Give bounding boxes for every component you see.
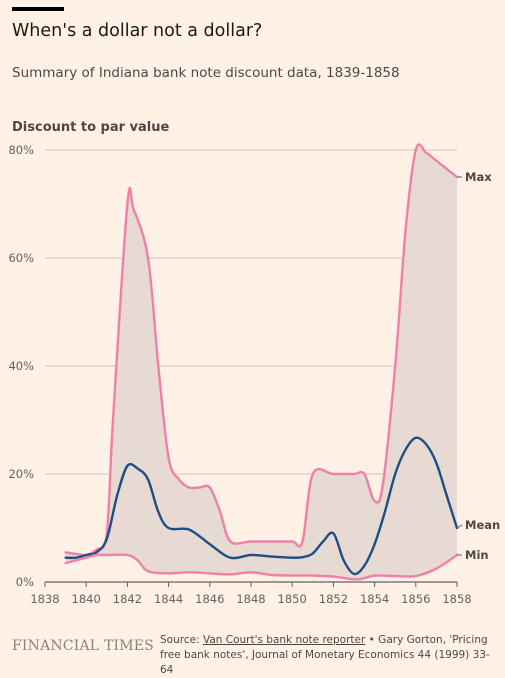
x-tick-label: 1846 xyxy=(195,592,224,606)
x-tick-label: 1844 xyxy=(154,592,183,606)
series-label-max: Max xyxy=(465,170,492,184)
series-label-mean: Mean xyxy=(465,518,500,532)
x-tick-label: 1838 xyxy=(30,592,59,606)
source-note: Source: Van Court's bank note reporter •… xyxy=(160,633,495,678)
x-tick-label: 1856 xyxy=(401,592,430,606)
series-line-max xyxy=(64,143,459,557)
series-labels: Max Mean Min xyxy=(456,170,500,562)
x-tick-label: 1850 xyxy=(278,592,307,606)
series-lines xyxy=(64,143,459,581)
source-prefix: Source: xyxy=(160,634,203,646)
x-tick-labels: 1838 1840 1842 1844 1846 1848 1850 1852 1854 1856… xyxy=(30,582,472,606)
y-tick-labels: 0% 20% 40% 60% 80% xyxy=(8,143,34,589)
y-tick-label: 20% xyxy=(8,467,34,481)
x-tick-label: 1858 xyxy=(442,592,471,606)
series-label-min: Min xyxy=(465,548,489,562)
source-rest: • Gary Gorton, 'Pricing free bank notes'… xyxy=(160,634,490,676)
ft-logo: FINANCIAL TIMES xyxy=(12,638,154,654)
x-tick-label: 1848 xyxy=(236,592,265,606)
series-line-min xyxy=(64,553,459,581)
top-rule xyxy=(12,7,64,11)
y-tick-label: 40% xyxy=(8,359,34,373)
min-max-band xyxy=(65,144,457,580)
x-tick-label: 1852 xyxy=(319,592,348,606)
y-tick-label: 0% xyxy=(16,575,34,589)
y-tick-label: 60% xyxy=(8,251,34,265)
page-title: When's a dollar not a dollar? xyxy=(12,21,263,41)
y-axis-label: Discount to par value xyxy=(12,120,170,135)
line-chart: 0%20%40%60%80% 1838 1840 1842 1844 1846 1848 1… xyxy=(8,143,500,606)
series-line-mean xyxy=(64,436,459,576)
label-tick-mean xyxy=(456,524,463,529)
source-link[interactable]: Van Court's bank note reporter xyxy=(202,634,366,646)
x-tick-label: 1840 xyxy=(72,592,101,606)
x-tick-label: 1854 xyxy=(360,592,389,606)
x-tick-label: 1842 xyxy=(113,592,142,606)
chart-subtitle: Summary of Indiana bank note discount da… xyxy=(12,65,400,81)
y-tick-label: 80% xyxy=(8,143,34,157)
